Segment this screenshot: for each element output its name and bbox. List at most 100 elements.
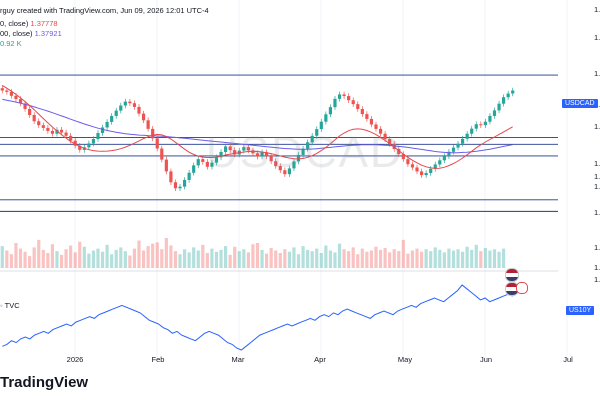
candle-body — [228, 146, 232, 151]
sma-long-label: 00, close) — [0, 29, 33, 38]
volume-bar — [479, 251, 483, 268]
volume-bar — [141, 250, 146, 268]
volume-bar — [292, 247, 296, 268]
x-tick-label: Feb — [152, 355, 165, 364]
candle-body — [378, 128, 383, 134]
volume-bar — [470, 249, 474, 268]
volume-bar — [347, 251, 351, 268]
candle-body — [224, 146, 228, 152]
candle-body — [78, 145, 82, 150]
candle-body — [196, 159, 200, 166]
candle-body — [210, 162, 214, 167]
volume-bar — [169, 245, 173, 268]
y-tick-label: 1. — [594, 243, 600, 252]
volume-bar — [451, 250, 456, 268]
volume-bar — [18, 248, 23, 268]
candle-body — [397, 148, 401, 155]
volume-bar — [119, 247, 123, 268]
candle-body — [146, 120, 150, 129]
volume-bar — [324, 245, 328, 268]
lower-pane-icon: ◦ — [0, 301, 5, 310]
volume-bar — [460, 251, 465, 268]
volume-bar — [182, 249, 187, 268]
candle-body — [246, 147, 250, 151]
volume-bar — [9, 254, 13, 268]
candle-body — [233, 150, 237, 155]
x-tick-label: Apr — [314, 355, 326, 364]
sma-short-label: 0, close) — [0, 19, 29, 28]
candle-body — [64, 132, 68, 136]
us10y-tag: US10Y — [566, 306, 595, 315]
volume-bar — [306, 249, 310, 268]
volume-bar — [483, 248, 487, 268]
candle-body — [219, 151, 223, 158]
volume-bar — [237, 251, 241, 268]
candle-body — [192, 165, 196, 173]
candle-body — [23, 103, 27, 109]
volume-bar — [228, 254, 232, 268]
symbol-tag: USDCAD — [562, 99, 598, 108]
volume-bar — [46, 253, 50, 268]
volume-bar — [82, 246, 86, 268]
sma-long-value: 1.37921 — [34, 29, 62, 38]
candle-body — [351, 100, 355, 105]
symbol-watermark: USDCAD — [206, 128, 404, 177]
candle-body — [91, 139, 96, 144]
volume-bar — [137, 240, 141, 268]
candle-body — [465, 133, 469, 139]
tradingview-logo-text: TradingView — [0, 374, 89, 391]
volume-bar — [260, 249, 264, 268]
candle-body — [415, 167, 419, 172]
candle-body — [374, 124, 378, 129]
volume-bar — [110, 254, 114, 268]
candle-body — [429, 168, 433, 174]
candle-body — [255, 153, 260, 157]
candle-body — [283, 170, 287, 175]
volume-bar — [210, 248, 214, 268]
volume-bar — [278, 253, 282, 268]
candle-body — [205, 161, 209, 167]
y-tick-label: 1. — [594, 275, 600, 284]
volume-bar — [105, 244, 109, 268]
volume-bar — [447, 248, 451, 268]
candle-body — [433, 164, 437, 169]
volume-bar — [151, 243, 155, 268]
candle-body — [365, 114, 369, 119]
candle-body — [447, 151, 451, 157]
volume-bar — [128, 255, 132, 268]
volume-bar — [59, 254, 64, 268]
sma-short-line — [2, 84, 513, 169]
volume-bar — [255, 243, 260, 268]
candle-body — [0, 88, 4, 91]
volume-bar — [456, 249, 460, 268]
volume-bars — [0, 238, 506, 268]
volume-bar — [283, 249, 287, 268]
tradingview-logo[interactable]: TradingView — [0, 374, 88, 391]
chart-header-line-1: rguy created with TradingView.com, Jun 0… — [0, 6, 209, 15]
volume-bar — [187, 252, 191, 268]
x-tick-label: Jul — [563, 355, 573, 364]
candle-body — [460, 138, 465, 144]
volume-bar — [14, 243, 18, 268]
candle-body — [28, 108, 32, 116]
candle-body — [328, 107, 333, 115]
candle-body — [483, 121, 487, 126]
candle-body — [265, 152, 269, 157]
volume-bar — [287, 251, 291, 268]
volume-bar — [401, 239, 405, 268]
volume-bar — [173, 251, 178, 268]
volume-value: 0.92 K — [0, 39, 22, 48]
candle-body — [388, 139, 392, 144]
volume-bar — [55, 251, 59, 268]
volume-bar — [87, 253, 91, 268]
volume-bar — [219, 249, 223, 268]
volume-bar — [73, 252, 77, 268]
price-axis: 1.1.1.1.1.1.1.1.1.1.1.1. — [594, 5, 600, 284]
grid — [74, 0, 568, 360]
volume-bar — [342, 249, 346, 268]
volume-bar — [424, 249, 428, 268]
volume-bar — [378, 249, 383, 268]
candle-body — [511, 90, 515, 94]
horizontal-levels — [0, 74, 558, 212]
